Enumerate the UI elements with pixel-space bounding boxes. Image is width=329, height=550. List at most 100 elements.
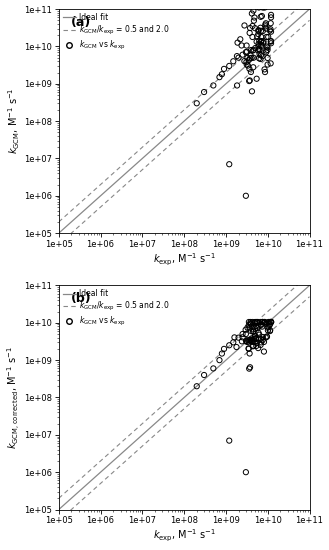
Point [249,337,254,346]
Point [262,317,267,326]
Point [249,53,254,62]
Point [252,318,257,327]
Point [265,326,270,335]
Point [251,16,257,25]
Point [253,334,259,343]
Point [246,364,252,373]
Point [253,322,259,331]
Point [227,160,232,169]
Point [253,318,258,327]
Point [246,317,252,326]
Point [238,35,243,43]
Point [267,317,272,326]
Point [254,317,260,326]
Point [268,317,274,326]
Point [234,81,240,90]
Point [255,318,260,327]
Text: (a): (a) [71,16,91,29]
Point [256,344,261,353]
Point [219,349,224,358]
Point [268,317,274,326]
Point [249,337,254,345]
Point [254,342,259,350]
Point [267,327,272,336]
Point [250,21,255,30]
Point [247,54,253,63]
Point [265,46,270,54]
Point [258,54,263,63]
Point [243,468,248,477]
Point [234,343,239,351]
Point [219,70,224,79]
Point [260,317,265,326]
Point [265,43,270,52]
Point [265,53,270,62]
Point [258,334,264,343]
Point [259,320,264,329]
Point [256,328,261,337]
Point [239,41,244,50]
Point [247,363,253,372]
Point [247,336,252,344]
Point [252,332,258,341]
Point [243,191,248,200]
Point [232,333,237,342]
Point [268,10,274,19]
Point [251,342,256,350]
Point [264,32,269,41]
Point [227,62,232,70]
Point [211,81,216,90]
Point [251,325,256,334]
Point [244,47,250,56]
Point [240,329,245,338]
Point [257,36,262,45]
Point [260,317,265,326]
Point [257,50,262,58]
Point [227,436,232,445]
Point [260,322,265,331]
Point [236,53,241,62]
Point [259,338,264,346]
Point [264,42,269,51]
Point [255,323,260,332]
Point [245,336,250,344]
Point [265,60,270,69]
Point [259,12,265,20]
Point [249,9,255,18]
Point [268,39,274,48]
Point [194,382,199,390]
Y-axis label: $k_\mathrm{GCM,corrected}$, M$^{-1}$ s$^{-1}$: $k_\mathrm{GCM,corrected}$, M$^{-1}$ s$^… [6,346,22,449]
Point [251,327,256,336]
Point [201,87,207,96]
Point [268,25,273,34]
Point [260,52,265,60]
Point [263,22,268,31]
Point [240,333,245,342]
Point [260,333,266,342]
Point [255,32,260,41]
Point [254,317,260,326]
Point [268,37,274,46]
Point [256,334,262,343]
Point [261,37,266,46]
Point [201,371,207,380]
Point [251,63,256,72]
Point [266,322,271,331]
Point [260,3,266,12]
Point [263,19,268,28]
Point [254,37,259,46]
Point [244,41,249,50]
Point [264,48,269,57]
Point [242,57,247,65]
Point [256,30,261,38]
Point [246,56,251,64]
Point [262,3,267,12]
Point [247,24,253,32]
Point [263,68,268,76]
Point [250,342,255,350]
Point [251,335,257,344]
Point [251,327,256,336]
Point [227,341,232,350]
Point [256,26,261,35]
Point [264,46,269,55]
